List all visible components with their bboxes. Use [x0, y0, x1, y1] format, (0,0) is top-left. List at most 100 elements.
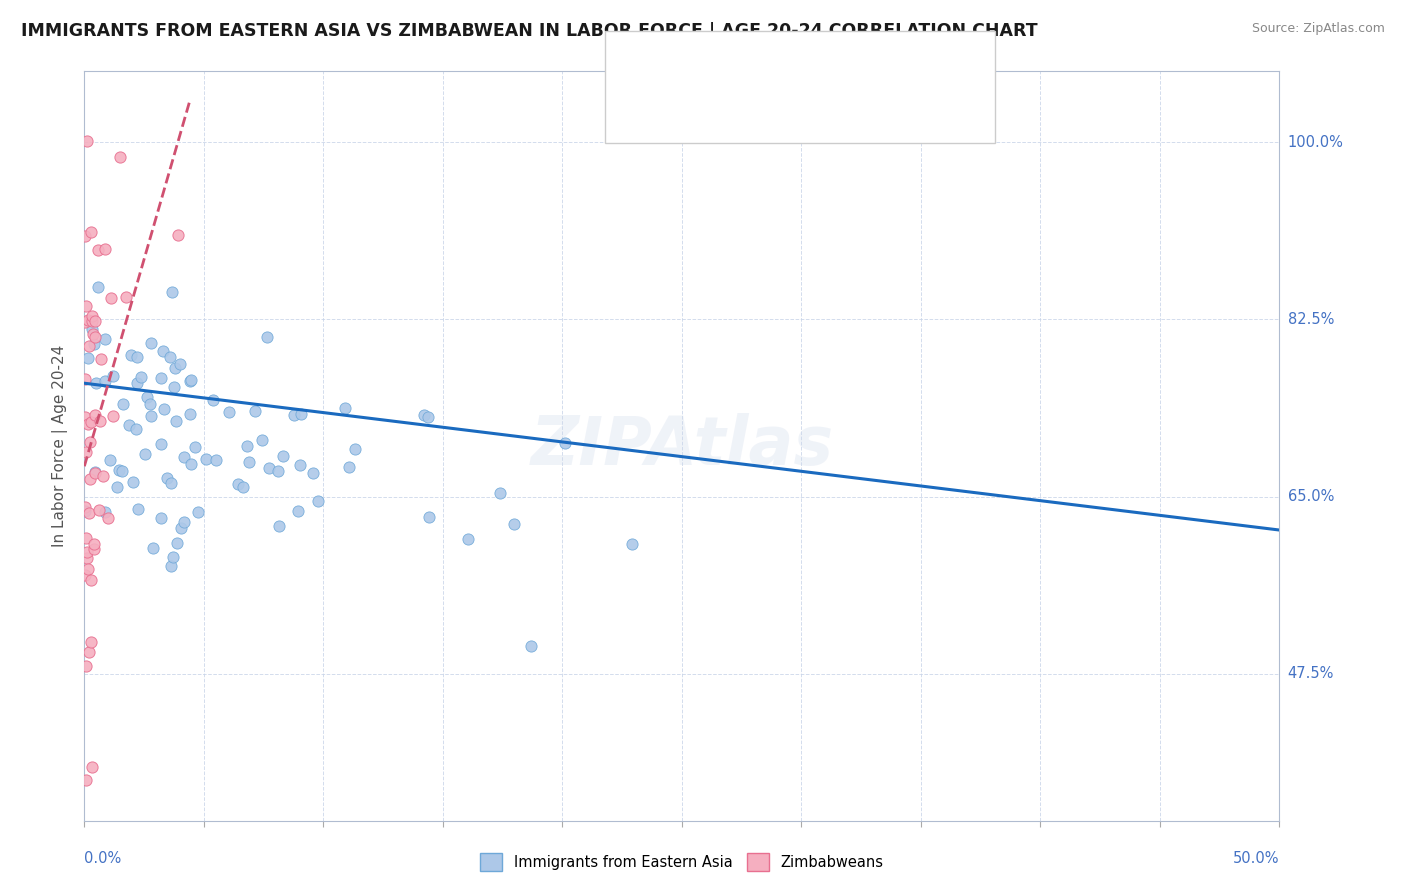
- Point: [111, 397, 134, 411]
- Point: [73, 504, 96, 518]
- Text: ZIPAtlas: ZIPAtlas: [530, 413, 834, 479]
- Point: [149, 511, 172, 525]
- Point: [118, 417, 141, 432]
- Point: [150, 371, 173, 385]
- Point: [115, 290, 138, 304]
- Point: [307, 493, 329, 508]
- Point: [80, 314, 103, 328]
- Point: [257, 461, 280, 475]
- Point: [135, 391, 157, 405]
- Point: [205, 453, 228, 467]
- Point: [162, 380, 184, 394]
- Point: [290, 407, 312, 421]
- Point: [93, 505, 115, 519]
- Point: [80, 574, 103, 588]
- Point: [245, 404, 267, 418]
- Point: [76, 551, 98, 566]
- Point: [267, 518, 290, 533]
- Point: [90, 351, 112, 366]
- Point: [554, 436, 576, 450]
- Point: [84, 465, 107, 479]
- Point: [180, 457, 202, 471]
- Text: Source: ZipAtlas.com: Source: ZipAtlas.com: [1251, 22, 1385, 36]
- Point: [173, 450, 195, 464]
- Text: 0.0%: 0.0%: [84, 851, 121, 866]
- Point: [98, 453, 121, 467]
- Point: [94, 242, 117, 256]
- Point: [167, 228, 190, 243]
- Point: [83, 537, 105, 551]
- Point: [159, 475, 181, 490]
- Point: [75, 444, 97, 458]
- Point: [150, 437, 173, 451]
- Point: [80, 760, 103, 774]
- Point: [127, 502, 149, 516]
- Point: [75, 531, 97, 545]
- Point: [87, 244, 110, 258]
- Point: [170, 521, 193, 535]
- Point: [79, 645, 101, 659]
- Point: [75, 372, 97, 386]
- Point: [202, 393, 225, 408]
- Point: [141, 409, 163, 424]
- Point: [107, 463, 129, 477]
- Point: [166, 536, 188, 550]
- Point: [179, 407, 201, 421]
- Point: [76, 417, 98, 432]
- Point: [519, 639, 541, 653]
- Point: [195, 452, 218, 467]
- Point: [84, 408, 107, 422]
- Point: [82, 310, 104, 324]
- Y-axis label: In Labor Force | Age 20-24: In Labor Force | Age 20-24: [52, 345, 69, 547]
- Point: [91, 469, 114, 483]
- Point: [80, 415, 103, 429]
- Point: [287, 503, 309, 517]
- Point: [120, 348, 142, 362]
- Point: [87, 280, 110, 294]
- Point: [77, 562, 100, 576]
- Point: [73, 410, 96, 425]
- Text: R =  -0.404   N = 88: R = -0.404 N = 88: [672, 56, 872, 74]
- Point: [273, 449, 295, 463]
- Point: [101, 368, 124, 383]
- Point: [226, 477, 249, 491]
- Point: [343, 442, 366, 456]
- Text: IMMIGRANTS FROM EASTERN ASIA VS ZIMBABWEAN IN LABOR FORCE | AGE 20-24 CORRELATIO: IMMIGRANTS FROM EASTERN ASIA VS ZIMBABWE…: [21, 22, 1038, 40]
- Point: [162, 550, 184, 565]
- Point: [232, 480, 254, 494]
- Point: [127, 350, 149, 364]
- Point: [73, 229, 96, 244]
- Point: [73, 568, 96, 582]
- Point: [122, 475, 145, 490]
- Point: [87, 502, 110, 516]
- Point: [162, 285, 184, 299]
- Text: 82.5%: 82.5%: [1288, 312, 1334, 327]
- Point: [156, 471, 179, 485]
- Point: [418, 510, 440, 524]
- Point: [77, 339, 100, 353]
- Point: [76, 134, 98, 148]
- Text: 47.5%: 47.5%: [1288, 666, 1334, 681]
- Text: 65.0%: 65.0%: [1288, 489, 1334, 504]
- Text: 50.0%: 50.0%: [1233, 851, 1279, 866]
- Point: [84, 314, 107, 328]
- Point: [83, 337, 105, 351]
- Text: 100.0%: 100.0%: [1288, 135, 1344, 150]
- Point: [89, 414, 111, 428]
- Point: [73, 315, 96, 329]
- Point: [108, 150, 131, 164]
- Point: [184, 440, 207, 454]
- Point: [165, 414, 187, 428]
- Point: [84, 376, 107, 390]
- Point: [127, 376, 149, 391]
- Point: [267, 464, 290, 478]
- Point: [94, 332, 117, 346]
- Point: [101, 409, 124, 424]
- Point: [413, 408, 436, 422]
- Point: [489, 486, 512, 500]
- Point: [80, 635, 103, 649]
- Point: [290, 458, 312, 472]
- Point: [153, 402, 176, 417]
- Point: [173, 515, 195, 529]
- Point: [152, 344, 174, 359]
